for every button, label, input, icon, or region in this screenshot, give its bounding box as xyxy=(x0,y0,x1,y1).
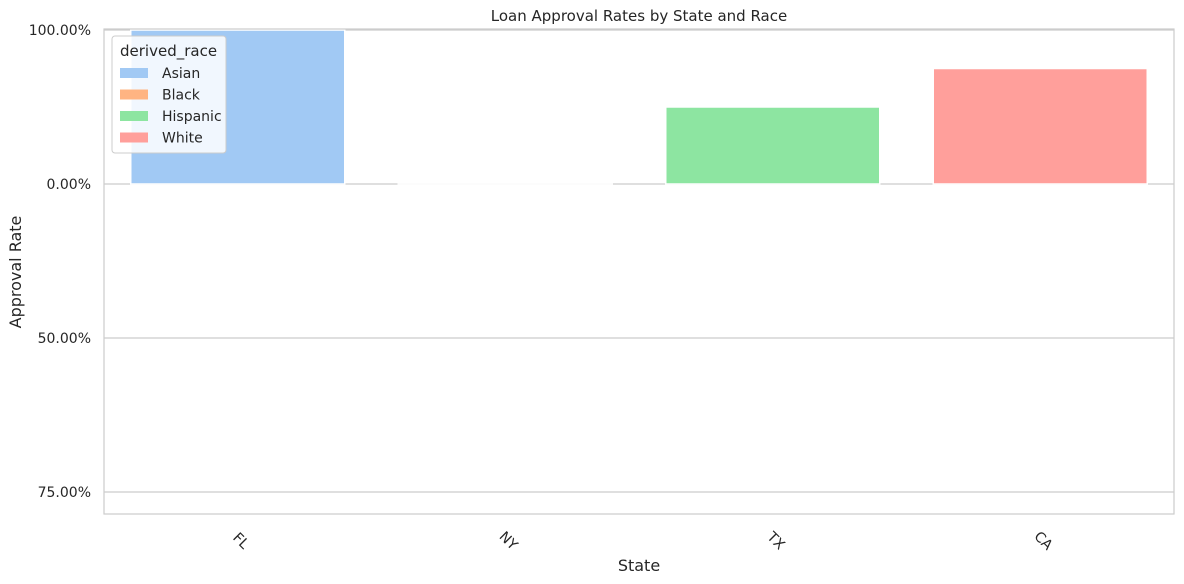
bar-ca-white xyxy=(932,67,1148,185)
x-tick-label: TX xyxy=(763,528,788,553)
legend-label-black: Black xyxy=(162,88,201,104)
x-tick-label: FL xyxy=(229,530,252,553)
bar-tx-hispanic xyxy=(665,106,881,185)
legend-box xyxy=(111,35,227,154)
y-tick-label: 0.00% xyxy=(47,177,91,193)
plot-area xyxy=(104,29,1174,493)
y-tick-label: 100.00% xyxy=(29,23,91,39)
legend-swatch-black xyxy=(120,89,148,100)
legend-entries: Asian Black Hispanic White xyxy=(120,66,222,147)
x-axis-label: State xyxy=(618,556,660,575)
legend-swatch-hispanic xyxy=(120,111,148,121)
legend-label-asian: Asian xyxy=(162,66,200,82)
legend-swatch-asian xyxy=(120,68,148,78)
legend-swatch-white xyxy=(120,132,148,143)
chart-title: Loan Approval Rates by State and Race xyxy=(491,7,787,25)
y-tick-label: 50.00% xyxy=(38,331,91,347)
x-tick-label: NY xyxy=(496,529,521,554)
x-axis: FL NY TX CA xyxy=(229,528,1056,554)
y-tick-label: 75.00% xyxy=(38,485,91,501)
x-tick-label: CA xyxy=(1031,529,1056,554)
legend-title: derived_race xyxy=(120,42,217,61)
y-axis: 100.00% 0.00% 50.00% 75.00% xyxy=(29,23,91,501)
y-axis-label: Approval Rate xyxy=(6,216,25,329)
legend: derived_race Asian Black Hispanic White xyxy=(111,35,227,154)
plot-frame xyxy=(103,28,1175,515)
legend-label-white: White xyxy=(162,131,203,147)
legend-label-hispanic: Hispanic xyxy=(162,109,222,125)
